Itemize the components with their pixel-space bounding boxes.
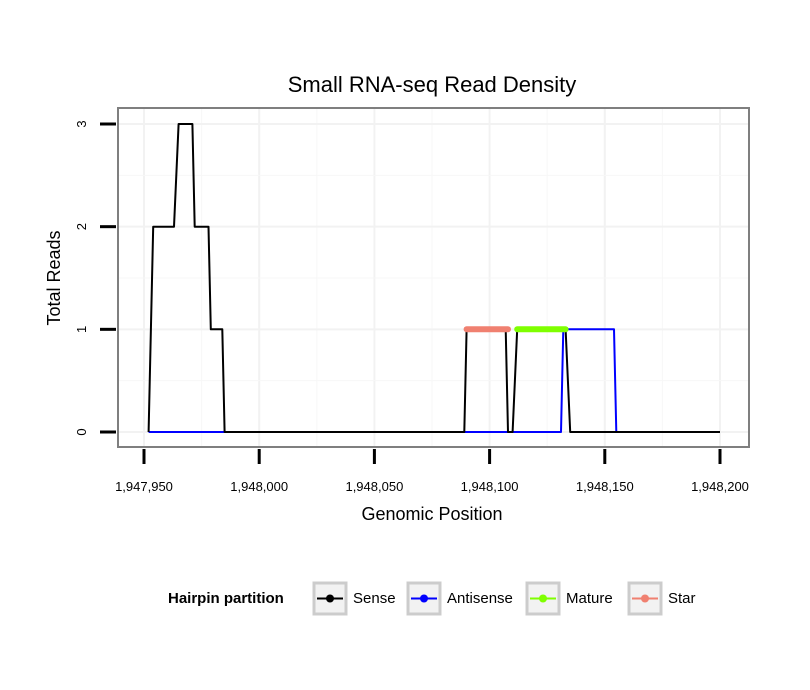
legend-title: Hairpin partition <box>168 590 284 607</box>
x-tick-label: 1,948,000 <box>230 479 288 494</box>
legend-label-star: Star <box>668 590 696 607</box>
plot-border <box>117 107 750 448</box>
x-tick-label: 1,948,050 <box>345 479 403 494</box>
legend-marker-sense <box>326 594 334 603</box>
x-axis: 1,947,950 1,948,000 1,948,050 1,948,100 1,94… <box>115 449 749 494</box>
legend-label-sense: Sense <box>353 590 396 607</box>
legend-marker-star <box>641 594 649 603</box>
y-tick-label: 3 <box>74 120 89 127</box>
x-tick-label: 1,947,950 <box>115 479 173 494</box>
y-axis-title: Total Reads <box>44 230 64 325</box>
x-tick-label: 1,948,100 <box>461 479 519 494</box>
x-axis-title: Genomic Position <box>361 504 502 524</box>
series-layer <box>147 123 720 433</box>
y-tick-label: 0 <box>74 428 89 435</box>
y-tick-label: 1 <box>74 326 89 333</box>
legend-marker-mature <box>539 594 547 603</box>
chart-title: Small RNA-seq Read Density <box>288 72 577 97</box>
x-tick-label: 1,948,200 <box>691 479 749 494</box>
x-tick-label: 1,948,150 <box>576 479 634 494</box>
y-axis: 0 1 2 3 <box>74 120 116 436</box>
legend-label-mature: Mature <box>566 590 613 607</box>
y-tick-label: 2 <box>74 223 89 230</box>
legend: Hairpin partition Sense Antisense Mature St… <box>168 581 696 616</box>
legend-marker-antisense <box>420 594 428 603</box>
legend-label-antisense: Antisense <box>447 590 513 607</box>
grid <box>118 108 749 447</box>
